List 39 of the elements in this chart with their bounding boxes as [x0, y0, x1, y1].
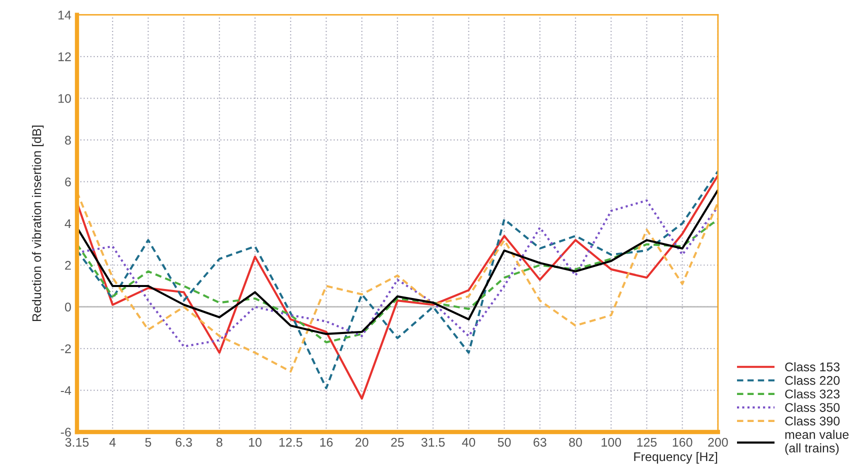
x-tick-label: 125 [637, 438, 657, 447]
x-tick-label: 4 [109, 438, 116, 447]
x-tick-label: 3.15 [65, 438, 89, 447]
x-tick-label: 80 [569, 438, 582, 447]
x-tick-label: 100 [602, 438, 622, 447]
y-tick-label: 4 [64, 219, 72, 228]
legend-label: mean value (all trains) [785, 430, 849, 455]
x-tick-label: 12.5 [279, 438, 302, 447]
legend-label: Class 153 [785, 362, 840, 372]
y-tick-label: 10 [58, 94, 71, 103]
x-tick-label: 50 [498, 438, 511, 447]
y-tick-label: 14 [58, 10, 72, 20]
legend-label: Class 323 [785, 389, 840, 398]
x-tick-label: 40 [462, 438, 476, 447]
legend-label: Class 390 [785, 416, 840, 426]
x-tick-label: 31.5 [421, 438, 445, 447]
x-tick-label: 5 [145, 438, 152, 447]
y-tick-label: 6 [65, 178, 71, 186]
line-series [76, 218, 718, 344]
x-tick-label: 63 [534, 438, 546, 447]
x-tick-label: 6.3 [176, 438, 192, 447]
y-tick-label: -2 [60, 344, 71, 354]
legend-label: Class 350 [785, 402, 840, 412]
x-tick-label: 10 [249, 438, 262, 447]
x-axis-title: Frequency [Hz] [634, 452, 718, 464]
y-tick-label: 2 [65, 260, 71, 270]
x-tick-label: 160 [672, 438, 692, 447]
x-tick-label: 25 [391, 438, 404, 447]
y-tick-label: -4 [60, 386, 72, 395]
y-tick-label: -6 [60, 428, 71, 437]
x-tick-label: 200 [708, 438, 728, 447]
y-tick-label: 0 [64, 302, 71, 312]
legend-label: Class 220 [785, 376, 840, 385]
x-tick-label: 8 [216, 438, 222, 447]
x-tick-label: 16 [320, 438, 333, 447]
y-tick-label: 12 [58, 52, 71, 62]
y-axis-title: Reduction of vibration insertion [dB] [32, 126, 44, 322]
y-tick-label: 8 [65, 136, 71, 145]
x-tick-label: 20 [356, 438, 368, 447]
